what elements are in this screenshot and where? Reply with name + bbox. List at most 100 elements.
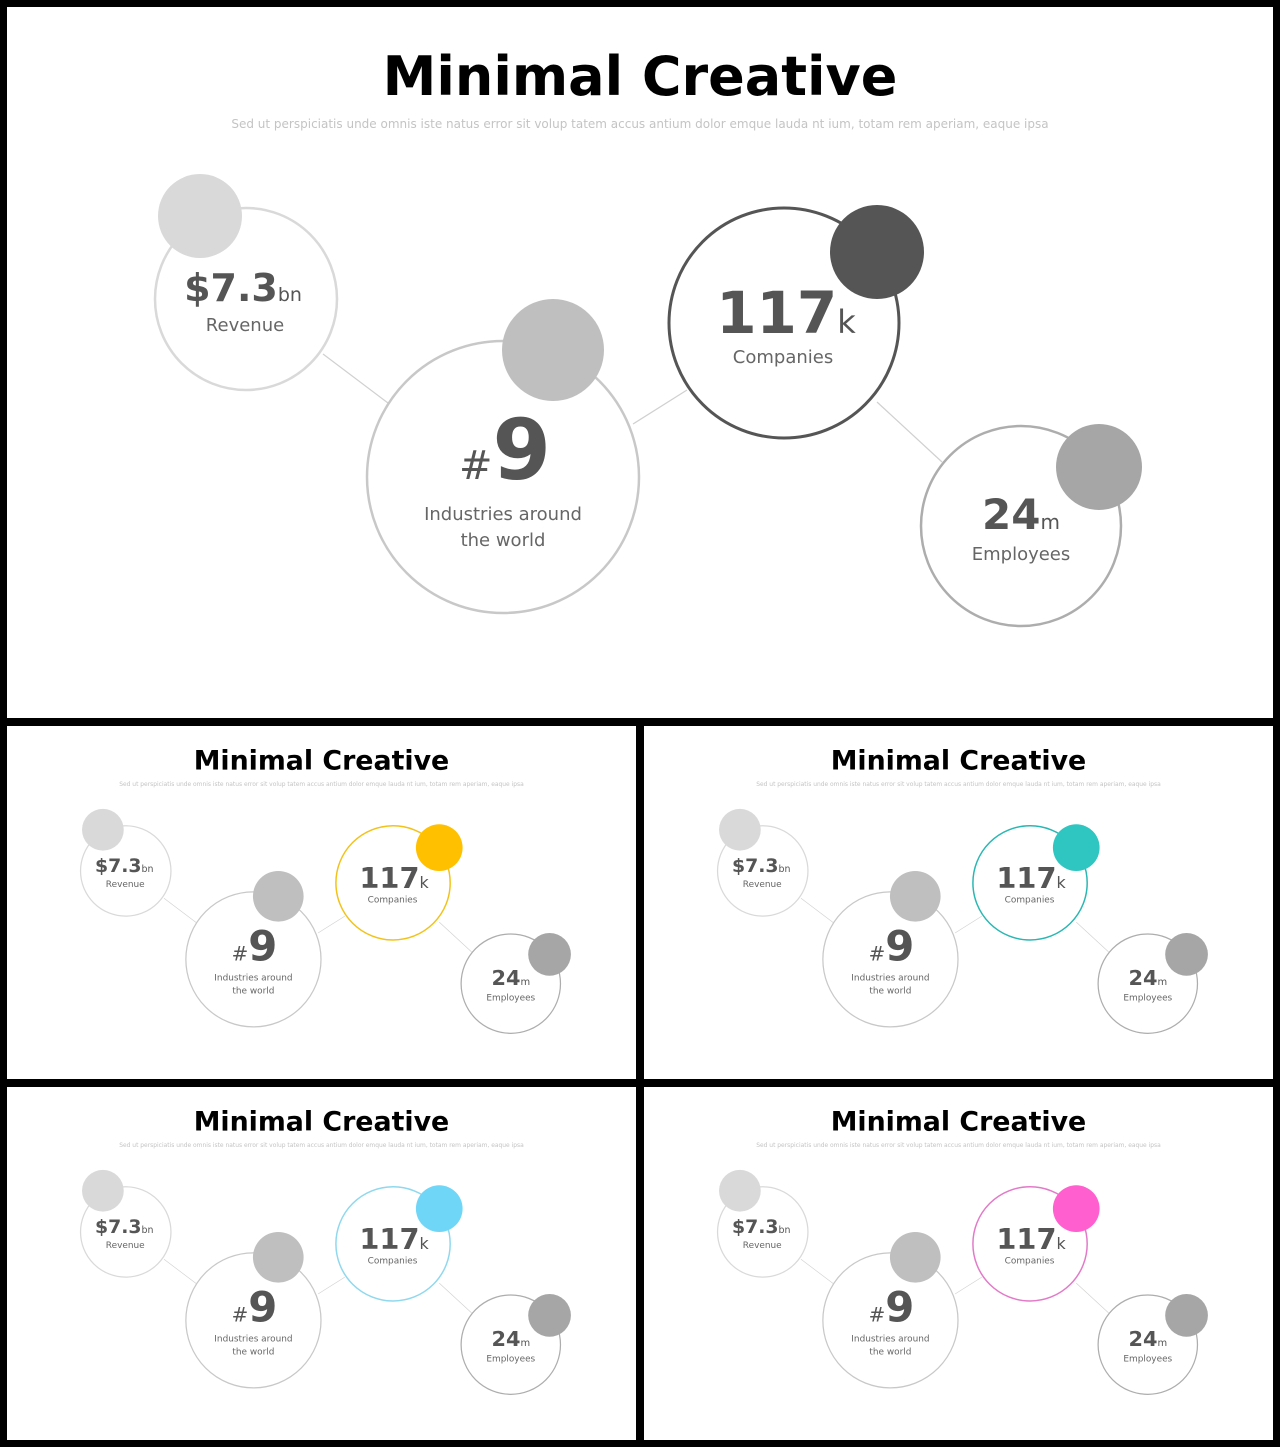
industries-value: #9 [232,1282,278,1331]
industries-label-line2: the world [869,987,911,997]
industries-number: 9 [885,921,914,970]
companies-value: 117k [996,861,1066,895]
slide-pink-variant: Minimal Creative Sed ut perspiciatis unde… [644,1087,1273,1440]
industries-label-line2: the world [869,1348,911,1358]
companies-number: 117 [359,1222,419,1256]
employees-value: 24m [491,1327,530,1351]
slide-canvas: Minimal Creative Sed ut perspiciatis unde… [716,746,1208,1034]
revenue-value: $7.3bn [95,855,154,877]
slide-yellow-variant: Minimal Creative Sed ut perspiciatis unde… [7,726,636,1079]
companies-unit: k [1057,873,1067,892]
companies-accent-dot [1052,1185,1100,1232]
connector-line [317,1276,346,1295]
industries-accent-dot [502,299,604,401]
companies-accent-dot [1052,824,1100,871]
employees-value: 24m [982,490,1060,539]
employees-unit: m [520,977,530,988]
revenue-accent-dot [719,1169,761,1212]
stat-industries: #9 Industries around the world [822,1231,959,1389]
employees-label: Employees [486,1355,535,1365]
revenue-unit: bn [278,284,302,306]
employees-unit: m [1040,510,1059,534]
industries-label-line1: Industries around [214,1335,292,1345]
companies-accent-dot [415,824,463,871]
slide-canvas: Minimal Creative Sed ut perspiciatis unde… [79,746,571,1034]
revenue-unit: bn [142,1225,154,1236]
industries-accent-dot [252,1231,304,1283]
slide-canvas: Minimal Creative Sed ut perspiciatis unde… [153,45,1142,628]
slide-canvas: Minimal Creative Sed ut perspiciatis unde… [79,1107,571,1395]
connector-line [317,915,346,934]
slide-subtitle: Sed ut perspiciatis unde omnis iste natu… [119,1142,524,1149]
revenue-value: $7.3bn [732,855,791,877]
connector-line [439,1282,472,1314]
slide-title: Minimal Creative [831,1107,1087,1138]
industries-value: #9 [232,921,278,970]
stat-industries: #9 Industries around the world [365,299,641,615]
employees-number: 24 [491,1327,520,1351]
industries-label-line2: the world [461,530,546,551]
industries-accent-dot [889,870,941,922]
revenue-label: Revenue [743,880,782,890]
employees-unit: m [1157,977,1167,988]
industries-accent-dot [889,1231,941,1283]
revenue-unit: bn [779,1225,791,1236]
revenue-value: $7.3bn [184,266,302,310]
companies-unit: k [1057,1234,1067,1253]
stat-industries: #9 Industries around the world [822,870,959,1028]
stat-revenue: $7.3bn Revenue [716,808,809,917]
slide-title: Minimal Creative [831,746,1087,777]
employees-number: 24 [1128,1327,1157,1351]
slide-canvas: Minimal Creative Sed ut perspiciatis unde… [716,1107,1208,1395]
connector-line [439,921,472,953]
slide-title: Minimal Creative [194,1107,450,1138]
industries-prefix: # [869,1303,886,1326]
connector-line [800,1259,834,1284]
companies-number: 117 [359,861,419,895]
revenue-accent-dot [719,808,761,851]
employees-number: 24 [1128,966,1157,990]
companies-label: Companies [368,1257,418,1267]
stat-employees: 24m Employees [919,424,1142,628]
companies-number: 117 [716,279,837,347]
stat-revenue: $7.3bn Revenue [79,1169,172,1278]
industries-label-line2: the world [232,987,274,997]
slide-subtitle: Sed ut perspiciatis unde omnis iste natu… [231,117,1048,131]
revenue-value: $7.3bn [732,1216,791,1238]
stat-revenue: $7.3bn Revenue [79,808,172,917]
companies-label: Companies [733,347,833,368]
revenue-number: $7.3 [732,855,779,877]
stat-employees: 24m Employees [1097,933,1208,1034]
slide-subtitle: Sed ut perspiciatis unde omnis iste natu… [756,781,1161,788]
slide-blue-variant: Minimal Creative Sed ut perspiciatis unde… [7,1087,636,1440]
employees-accent-dot [528,933,571,976]
revenue-number: $7.3 [95,855,142,877]
companies-unit: k [420,873,430,892]
industries-label-line1: Industries around [851,974,929,984]
industries-accent-dot [252,870,304,922]
employees-label: Employees [486,994,535,1004]
connector-line [954,1276,983,1295]
industries-label-line2: the world [232,1348,274,1358]
industries-number: 9 [248,1282,277,1331]
industries-label-line1: Industries around [851,1335,929,1345]
companies-label: Companies [1005,896,1055,906]
connector-line [876,401,943,463]
slide-title: Minimal Creative [383,45,898,108]
connector-line [163,1259,197,1284]
stat-revenue: $7.3bn Revenue [153,174,339,392]
companies-number: 117 [996,861,1056,895]
employees-label: Employees [1123,1355,1172,1365]
industries-number: 9 [885,1282,914,1331]
revenue-accent-dot [82,808,124,851]
industries-label-line1: Industries around [424,504,582,525]
industries-number: 9 [493,401,551,499]
connector-line [1076,921,1109,953]
employees-label: Employees [972,544,1071,565]
industries-prefix: # [232,1303,249,1326]
companies-value: 117k [716,279,856,347]
employees-number: 24 [982,490,1040,539]
